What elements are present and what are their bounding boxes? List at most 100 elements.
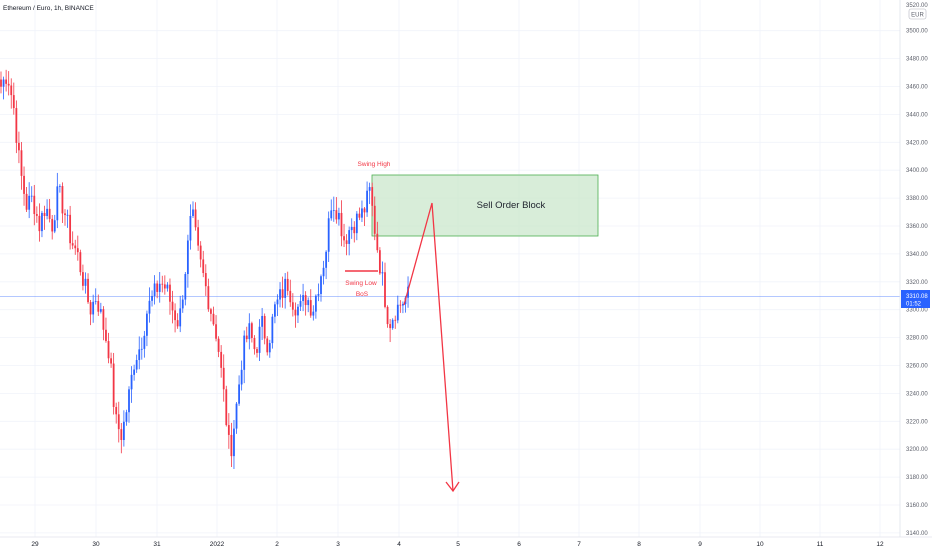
candle-body: [120, 429, 123, 441]
y-tick-label: 3480.00: [906, 57, 928, 63]
candle-body: [350, 226, 353, 231]
candle-body: [220, 351, 223, 368]
candle-body: [197, 227, 200, 246]
y-tick-label: 3300.00: [906, 308, 928, 314]
x-tick-label: 12: [876, 541, 884, 548]
candle-body: [279, 289, 281, 300]
x-tick-label: 6: [517, 541, 521, 548]
candle-body: [58, 186, 61, 187]
candle-body: [240, 369, 243, 385]
candle-body: [307, 300, 310, 306]
candle-body: [320, 276, 322, 294]
candle-body: [102, 309, 105, 330]
candle-body: [348, 230, 351, 244]
candles: [0, 69, 409, 469]
candle-body: [304, 295, 307, 306]
candle-body: [227, 425, 230, 435]
price-axis: 3140.00 3160.00 3180.00 3200.00 3220.00 3240.…: [906, 29, 928, 537]
x-tick-label: 10: [756, 541, 764, 548]
candle-body: [312, 311, 315, 316]
time-axis: 29 30 31 2022 2 3 4 5 6 7 8 9 10 11 12: [31, 541, 884, 548]
candle-body: [317, 293, 320, 296]
current-price-line: [0, 296, 900, 297]
candle-body: [253, 338, 256, 350]
candle-body: [128, 389, 130, 413]
y-tick-label: 3340.00: [906, 252, 928, 258]
candle-body: [335, 210, 338, 220]
candle-body: [322, 267, 325, 277]
candle-body: [110, 358, 112, 364]
candle-body: [217, 338, 220, 352]
candle-body: [18, 142, 20, 151]
candle-body: [402, 304, 404, 306]
candle-body: [325, 251, 328, 268]
y-tick-label: 3280.00: [906, 336, 928, 342]
candle-body: [74, 245, 77, 249]
candle-body: [361, 208, 363, 218]
projection-path[interactable]: [403, 202, 454, 492]
candle-body: [140, 348, 143, 350]
candle-body: [261, 315, 264, 327]
candle-body: [250, 323, 253, 339]
candle-body: [309, 300, 312, 316]
candle-body: [243, 335, 246, 370]
candle-body: [2, 79, 5, 87]
candle-body: [156, 283, 159, 292]
candle-body: [97, 301, 100, 312]
swing-high-label: Swing High: [358, 161, 391, 168]
candle-body: [64, 213, 66, 216]
candle-body: [117, 414, 120, 430]
current-price-tag: 3310.08 01:52: [901, 290, 930, 308]
price-axis-top-value: 3520.00: [906, 3, 928, 9]
candle-body: [235, 403, 238, 429]
candle-body: [51, 218, 54, 232]
candle-body: [5, 79, 8, 84]
candle-body: [268, 343, 271, 353]
candle-body: [69, 214, 72, 244]
candle-body: [204, 273, 207, 287]
candle-body: [281, 289, 284, 298]
candle-body: [25, 193, 28, 210]
y-tick-label: 3420.00: [906, 140, 928, 146]
candle-body: [135, 360, 138, 370]
candle-body: [12, 95, 15, 109]
candle-body: [215, 324, 217, 339]
x-tick-label: 2: [275, 541, 279, 548]
y-tick-label: 3360.00: [906, 224, 928, 230]
candle-body: [125, 412, 128, 422]
candle-body: [89, 302, 92, 315]
candle-body: [148, 300, 151, 314]
candle-body: [107, 341, 110, 359]
swing-low-label: Swing Low: [345, 280, 377, 287]
candle-body: [115, 406, 118, 415]
y-tick-label: 3320.00: [906, 280, 928, 286]
candle-body: [179, 308, 182, 327]
y-tick-label: 3380.00: [906, 196, 928, 202]
candle-body: [343, 236, 345, 241]
y-tick-label: 3180.00: [906, 475, 928, 481]
candle-body: [286, 278, 289, 291]
candle-body: [61, 186, 64, 214]
candle-body: [394, 319, 397, 321]
bos-label: BoS: [356, 291, 369, 298]
x-tick-label: 7: [577, 541, 581, 548]
candle-body: [189, 215, 192, 241]
candle-body: [161, 283, 164, 285]
currency-badge[interactable]: EUR: [908, 8, 927, 20]
candle-body: [376, 233, 379, 251]
candle-body: [130, 374, 133, 390]
candle-body: [192, 209, 194, 216]
price-axis-bg[interactable]: [900, 0, 932, 550]
candle-body: [378, 250, 381, 274]
candle-body: [41, 212, 43, 232]
candle-body: [105, 329, 107, 342]
order-block-rect[interactable]: [371, 174, 599, 237]
y-tick-label: 3460.00: [906, 85, 928, 91]
candle-body: [381, 272, 384, 274]
candle-body: [43, 212, 46, 216]
candle-body: [371, 187, 374, 206]
candle-body: [202, 259, 205, 274]
sell-order-block[interactable]: Sell Order Block: [371, 174, 599, 237]
candle-body: [181, 299, 184, 309]
